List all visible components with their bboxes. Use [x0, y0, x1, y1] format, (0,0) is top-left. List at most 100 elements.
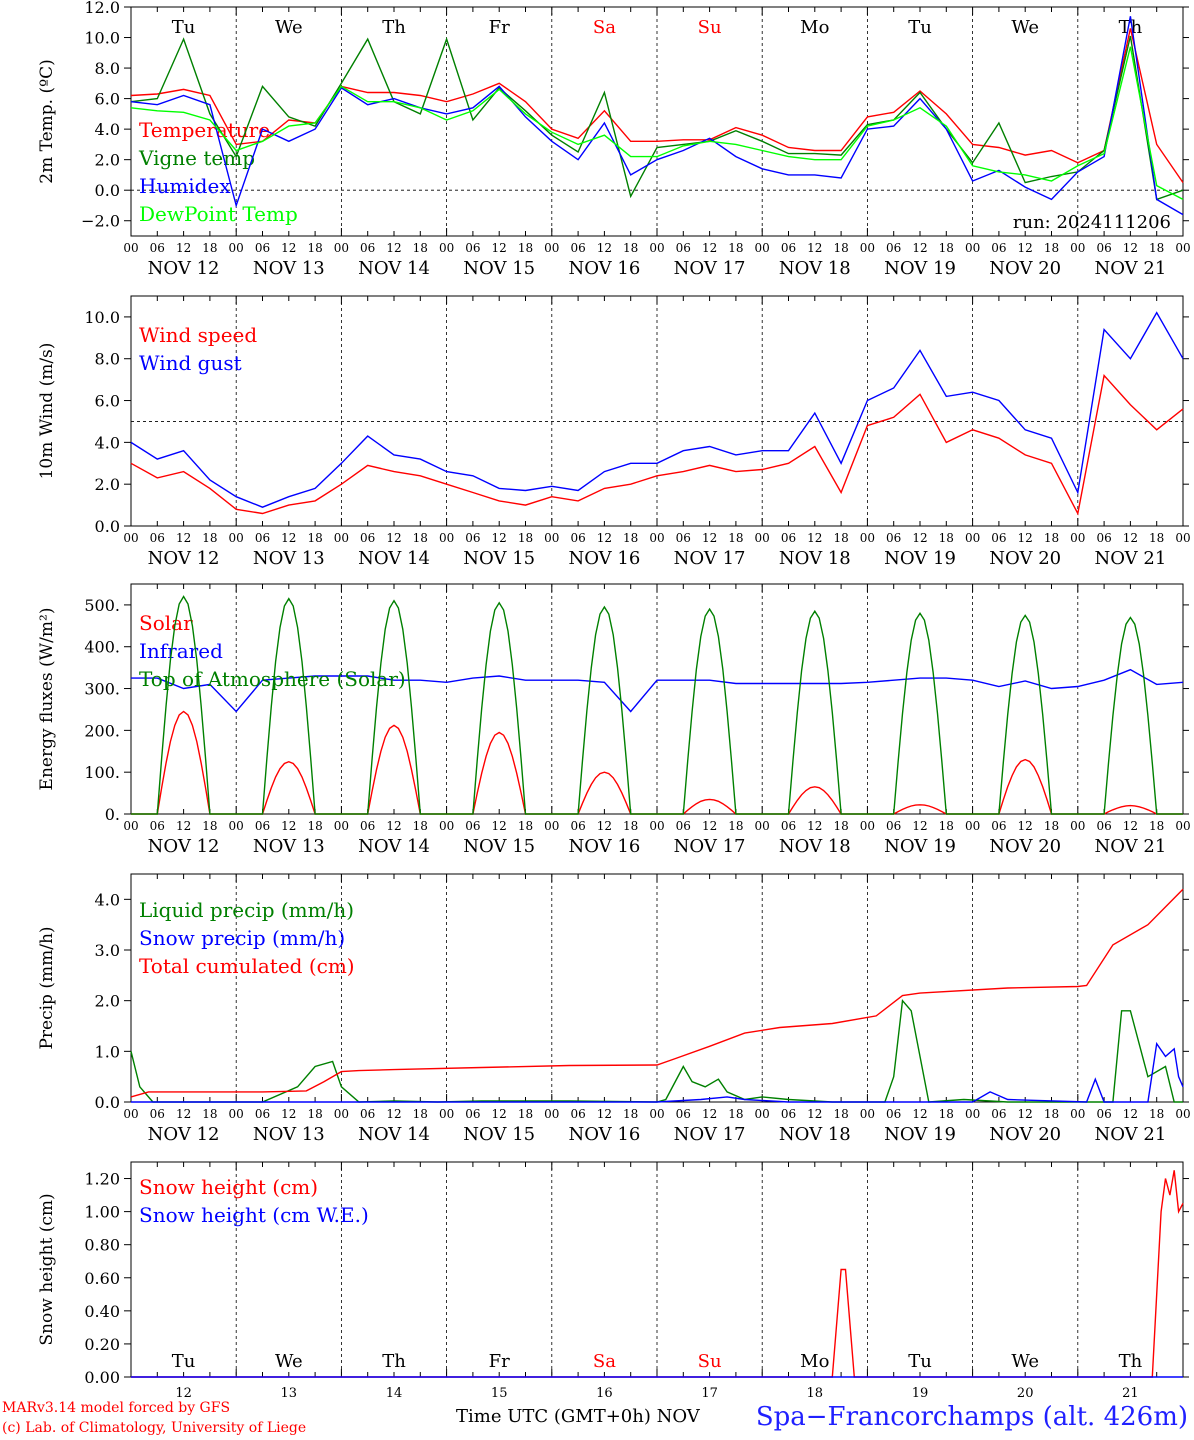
hour-tick-label: 12 — [912, 241, 927, 255]
y-tick-label: −2.0 — [81, 212, 120, 231]
legend-snow-height-cm-w-e-: Snow height (cm W.E.) — [139, 1203, 369, 1227]
hour-tick-label: 12 — [492, 241, 507, 255]
series-line-vigne-temp — [130, 35, 1184, 201]
day-label: NOV 20 — [989, 258, 1061, 279]
hour-tick-label: 06 — [676, 531, 691, 545]
y-tick-label: 4.0 — [95, 890, 120, 909]
y-axis-label: Energy fluxes (W/m²) — [37, 608, 57, 791]
hour-tick-label: 12 — [1018, 819, 1033, 833]
legend-humidex: Humidex — [139, 174, 231, 198]
hour-tick-label: 00 — [860, 1107, 875, 1121]
hour-tick-label: 06 — [781, 531, 796, 545]
y-tick-label: 200. — [84, 721, 120, 740]
y-tick-label: 0.20 — [84, 1335, 120, 1354]
day-number-label: 18 — [807, 1386, 824, 1401]
day-label: NOV 19 — [884, 548, 956, 569]
legend-solar: Solar — [139, 611, 193, 635]
y-axis-label: 2m Temp. (ºC) — [37, 59, 57, 184]
y-tick-label: 6.0 — [95, 90, 120, 109]
hour-tick-label: 06 — [991, 819, 1006, 833]
hour-tick-label: 00 — [334, 819, 349, 833]
day-label: NOV 18 — [779, 258, 851, 279]
day-label: NOV 20 — [989, 836, 1061, 857]
hour-tick-label: 00 — [1070, 531, 1085, 545]
hour-tick-label: 06 — [676, 241, 691, 255]
hour-tick-label: 12 — [176, 241, 191, 255]
y-tick-label: 0.00 — [84, 1368, 120, 1387]
legend-wind-speed: Wind speed — [139, 323, 257, 347]
hour-tick-label: 18 — [307, 241, 322, 255]
day-label: NOV 16 — [568, 1124, 640, 1145]
day-label: NOV 12 — [148, 258, 220, 279]
hour-tick-label: 18 — [518, 241, 533, 255]
weekday-label: We — [275, 17, 303, 38]
day-label: NOV 12 — [148, 1124, 220, 1145]
series-line-wind-gust — [130, 311, 1184, 508]
hour-tick-label: 00 — [649, 531, 664, 545]
hour-tick-label: 12 — [597, 819, 612, 833]
y-tick-label: 1.00 — [84, 1203, 120, 1222]
hour-tick-label: 06 — [570, 531, 585, 545]
hour-tick-label: 06 — [255, 241, 270, 255]
day-number-label: 19 — [912, 1386, 929, 1401]
hour-tick-label: 00 — [649, 819, 664, 833]
weekday-label: Tu — [172, 1351, 196, 1372]
hour-tick-label: 18 — [623, 531, 638, 545]
y-tick-label: 0. — [105, 805, 120, 824]
weekday-label: Tu — [172, 17, 196, 38]
day-label: NOV 19 — [884, 258, 956, 279]
hour-tick-label: 00 — [755, 531, 770, 545]
hour-tick-label: 18 — [1149, 819, 1164, 833]
hour-tick-label: 18 — [518, 1107, 533, 1121]
hour-tick-label: 12 — [386, 819, 401, 833]
day-number-label: 14 — [386, 1386, 403, 1401]
day-label: NOV 21 — [1094, 836, 1166, 857]
hour-tick-label: 00 — [123, 819, 138, 833]
hour-tick-label: 12 — [1123, 531, 1138, 545]
y-tick-label: 400. — [84, 638, 120, 657]
day-label: NOV 14 — [358, 258, 430, 279]
hour-tick-label: 18 — [623, 819, 638, 833]
day-label: NOV 18 — [779, 836, 851, 857]
panel-wind: 00 06 12 18 00 06 12 18 00 06 12 18 00 06 12 18 00 06 12 18… — [37, 295, 1191, 569]
panel-temp: 00 06 12 18 00 06 12 18 00 06 12 18 00 06 12 18 00 06 12 18… — [37, 0, 1191, 279]
weekday-label: We — [1011, 1351, 1039, 1372]
hour-tick-label: 18 — [518, 531, 533, 545]
hour-tick-label: 12 — [1123, 241, 1138, 255]
legend-snow-precip-mm-h-: Snow precip (mm/h) — [139, 926, 345, 950]
weekday-label: Fr — [489, 17, 510, 38]
hour-tick-label: 12 — [176, 1107, 191, 1121]
hour-tick-label: 18 — [413, 241, 428, 255]
hour-tick-label: 00 — [1175, 819, 1190, 833]
hour-tick-label: 18 — [202, 241, 217, 255]
hour-tick-label: 12 — [702, 819, 717, 833]
hour-tick-label: 18 — [833, 819, 848, 833]
hour-tick-label: 00 — [544, 819, 559, 833]
y-tick-label: 6.0 — [95, 392, 120, 411]
hour-tick-label: 18 — [1149, 1107, 1164, 1121]
hour-tick-label: 06 — [255, 819, 270, 833]
y-tick-label: 8.0 — [95, 350, 120, 369]
hour-tick-label: 12 — [597, 241, 612, 255]
day-label: NOV 17 — [674, 258, 746, 279]
y-tick-label: 300. — [84, 680, 120, 699]
y-tick-label: 12.0 — [84, 0, 120, 17]
hour-tick-label: 18 — [728, 531, 743, 545]
hour-tick-label: 06 — [991, 241, 1006, 255]
hour-tick-label: 06 — [991, 531, 1006, 545]
y-tick-label: 0.80 — [84, 1236, 120, 1255]
hour-tick-label: 00 — [544, 1107, 559, 1121]
hour-tick-label: 18 — [307, 1107, 322, 1121]
day-label: NOV 21 — [1094, 548, 1166, 569]
series-line-snow-precip-mm-h- — [131, 1041, 1184, 1103]
weekday-label: Sa — [593, 17, 616, 38]
hour-tick-label: 06 — [150, 241, 165, 255]
hour-tick-label: 06 — [360, 241, 375, 255]
y-tick-label: 10.0 — [84, 308, 120, 327]
hour-tick-label: 06 — [1096, 1107, 1111, 1121]
hour-tick-label: 00 — [1175, 241, 1190, 255]
day-label: NOV 20 — [989, 548, 1061, 569]
hour-tick-label: 12 — [492, 819, 507, 833]
hour-tick-label: 00 — [1070, 1107, 1085, 1121]
